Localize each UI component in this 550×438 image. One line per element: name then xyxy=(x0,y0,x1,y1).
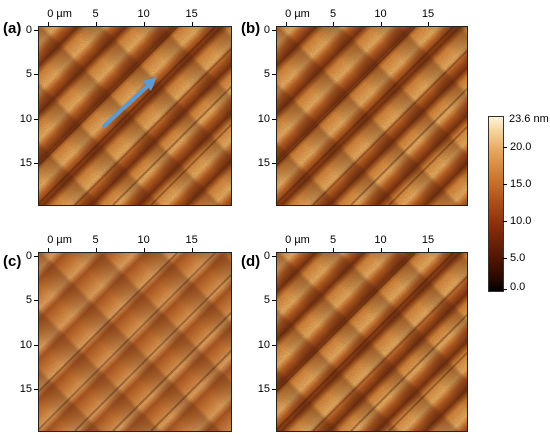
y-tick-label: 15 xyxy=(19,383,32,396)
colorbar-tick xyxy=(503,289,507,290)
y-tick-mark xyxy=(34,300,38,302)
y-tick-label: 5 xyxy=(25,68,32,81)
x-tick-label: 0 µm xyxy=(285,234,310,246)
colorbar-tick xyxy=(503,147,507,148)
colorbar-tick xyxy=(503,258,507,259)
x-tick-mark xyxy=(428,248,429,252)
y-tick-mark xyxy=(272,344,276,346)
y-tick-label: 15 xyxy=(257,383,270,396)
x-tick-label: 10 xyxy=(374,234,387,246)
colorbar-max-label: 23.6 nm xyxy=(509,113,549,125)
y-tick-mark xyxy=(272,389,276,391)
x-tick-label: 10 xyxy=(137,8,150,20)
y-tick-mark xyxy=(272,74,276,76)
y-tick-label: 0 xyxy=(263,23,270,36)
x-tick-label: 5 xyxy=(92,8,99,20)
afm-height-map-b xyxy=(276,26,468,206)
x-tick-mark xyxy=(380,22,382,26)
x-tick-label: 15 xyxy=(421,234,435,246)
y-tick-mark xyxy=(34,74,38,76)
y-tick-mark xyxy=(272,118,276,120)
x-tick-label: 15 xyxy=(421,8,435,20)
x-tick-mark xyxy=(95,248,97,252)
y-tick-label: 15 xyxy=(257,157,270,170)
y-tick-label: 15 xyxy=(19,157,32,170)
x-tick-label: 15 xyxy=(185,8,198,20)
x-tick-mark xyxy=(143,22,145,26)
x-tick-label: 5 xyxy=(92,234,99,246)
colorbar-gradient xyxy=(488,116,504,292)
x-tick-label: 10 xyxy=(374,8,387,20)
x-tick-label: 10 xyxy=(137,234,150,246)
direction-arrow xyxy=(101,81,153,129)
y-tick-mark xyxy=(34,389,38,391)
x-tick-label: 0 µm xyxy=(47,234,72,246)
afm-height-map-c xyxy=(38,252,232,432)
y-tick-mark xyxy=(34,255,38,257)
arrow-head xyxy=(143,77,157,91)
y-tick-label: 10 xyxy=(257,112,270,125)
afm-height-map-a xyxy=(38,26,232,206)
y-tick-mark xyxy=(272,255,276,257)
x-tick-label: 15 xyxy=(185,234,198,246)
x-tick-mark xyxy=(143,248,145,252)
x-tick-mark xyxy=(191,22,193,26)
y-tick-mark xyxy=(34,344,38,346)
colorbar-tick-label: 15.0 xyxy=(510,178,532,190)
colorbar-tick-label: 0.0 xyxy=(510,281,526,293)
x-tick-mark xyxy=(47,22,49,26)
x-tick-mark xyxy=(333,22,334,26)
x-tick-mark xyxy=(95,22,97,26)
y-tick-mark xyxy=(34,118,38,120)
y-tick-label: 10 xyxy=(257,338,270,351)
colorbar-tick xyxy=(503,184,507,185)
x-tick-mark xyxy=(428,22,429,26)
y-tick-mark xyxy=(272,300,276,302)
x-tick-mark xyxy=(191,248,193,252)
y-tick-mark xyxy=(34,163,38,165)
y-tick-label: 0 xyxy=(25,249,32,262)
y-tick-label: 0 xyxy=(25,23,32,36)
x-tick-mark xyxy=(285,248,287,252)
x-tick-mark xyxy=(380,248,382,252)
x-tick-mark xyxy=(333,248,334,252)
x-tick-label: 0 µm xyxy=(47,8,72,20)
colorbar-tick xyxy=(503,221,507,222)
y-tick-label: 5 xyxy=(263,294,270,307)
y-tick-label: 5 xyxy=(25,294,32,307)
colorbar-tick-label: 5.0 xyxy=(510,252,526,264)
panel-label-a: (a) xyxy=(3,20,22,37)
colorbar-tick-label: 10.0 xyxy=(510,215,532,227)
panel-label-b: (b) xyxy=(241,20,261,37)
colorbar-tick-label: 20.0 xyxy=(510,141,532,153)
x-tick-label: 5 xyxy=(329,8,337,20)
y-tick-label: 0 xyxy=(263,249,270,262)
y-tick-label: 10 xyxy=(19,112,32,125)
y-tick-mark xyxy=(272,29,276,31)
panel-label-c: (c) xyxy=(3,253,22,270)
x-tick-label: 0 µm xyxy=(285,8,310,20)
afm-height-map-d xyxy=(276,252,468,432)
y-tick-label: 5 xyxy=(263,68,270,81)
panel-label-d: (d) xyxy=(241,253,261,270)
x-tick-label: 5 xyxy=(329,234,337,246)
x-tick-mark xyxy=(47,248,49,252)
y-tick-mark xyxy=(34,29,38,31)
y-tick-label: 10 xyxy=(19,338,32,351)
x-tick-mark xyxy=(285,22,287,26)
y-tick-mark xyxy=(272,163,276,165)
